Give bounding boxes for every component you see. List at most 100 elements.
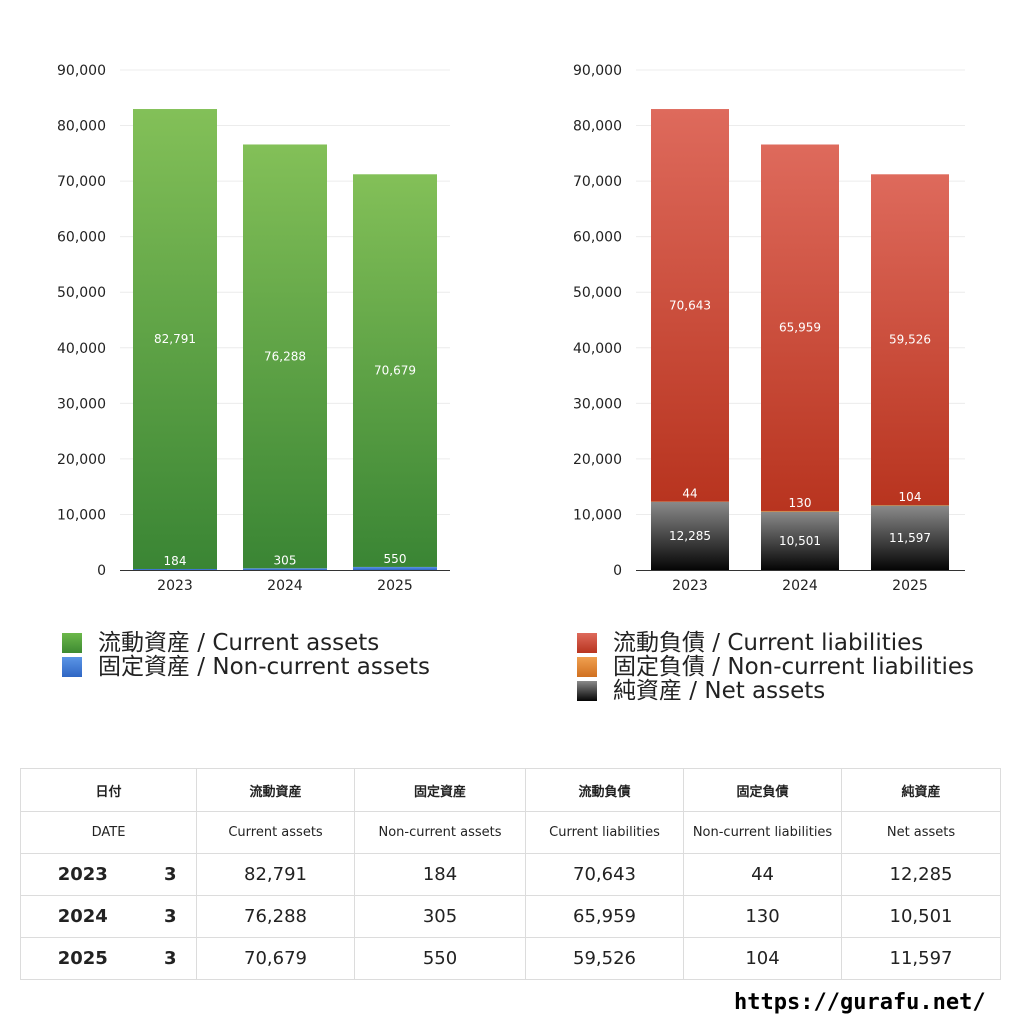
bar-segment — [651, 109, 729, 502]
table-header-cell: DATE — [19, 811, 198, 854]
y-tick-label: 70,000 — [57, 174, 106, 190]
y-tick-label: 40,000 — [573, 341, 622, 357]
legend-assets: 流動資産 / Current assets 固定資産 / Non-current… — [62, 631, 430, 679]
x-tick-label: 2023 — [157, 578, 193, 594]
table-cell-month: 3 — [144, 895, 198, 938]
data-label: 130 — [789, 496, 812, 510]
legend-item-current-assets: 流動資産 / Current assets — [62, 631, 430, 655]
table-cell: 76,288 — [196, 895, 356, 938]
table-cell-year: 2023 — [20, 853, 145, 896]
table-header-cell: Non-current liabilities — [683, 811, 843, 854]
y-tick-label: 40,000 — [57, 341, 106, 357]
site-url[interactable]: https://gurafu.net/ — [734, 990, 986, 1015]
table-cell: 130 — [683, 895, 843, 938]
data-label: 65,959 — [779, 321, 821, 335]
x-tick-label: 2025 — [892, 578, 928, 594]
y-tick-label: 0 — [613, 563, 622, 579]
legend-item-non-current-liabilities: 固定負債 / Non-current liabilities — [577, 655, 974, 679]
legend-liabilities: 流動負債 / Current liabilities 固定負債 / Non-cu… — [577, 631, 974, 703]
table-cell: 11,597 — [841, 937, 1002, 980]
y-tick-label: 30,000 — [573, 396, 622, 412]
data-label: 70,679 — [374, 364, 416, 378]
legend-item-current-liabilities: 流動負債 / Current liabilities — [577, 631, 974, 655]
table-header-cell: Net assets — [841, 811, 1002, 854]
table-cell: 12,285 — [841, 853, 1002, 896]
bar-segment — [871, 505, 949, 570]
bar-segment — [353, 566, 437, 570]
legend-label: 純資産 / Net assets — [613, 678, 826, 704]
x-tick-label: 2023 — [672, 578, 708, 594]
legend-swatch-non-current-assets — [62, 657, 82, 677]
data-label: 104 — [899, 490, 922, 504]
data-label: 11,597 — [889, 531, 931, 545]
table-row: 2025 3 70,679 550 59,526 104 11,597 — [20, 937, 1002, 980]
y-tick-label: 80,000 — [573, 119, 622, 135]
charts-canvas: 0 10,000 20,000 30,000 40,000 50,000 60,000 70,… — [57, 63, 965, 594]
table-cell: 550 — [354, 937, 527, 980]
data-label: 184 — [164, 554, 187, 568]
bar-segment — [651, 501, 729, 570]
data-label: 44 — [682, 487, 697, 501]
bar-segment — [133, 568, 217, 570]
table-cell: 65,959 — [525, 895, 685, 938]
table-cell-year: 2025 — [20, 937, 145, 980]
data-label: 550 — [384, 552, 407, 566]
table-header-jp: 日付 流動資産 固定資産 流動負債 固定負債 純資産 — [19, 768, 1002, 812]
bar-segment — [353, 174, 437, 567]
table-header-cell: Current assets — [196, 811, 356, 854]
y-tick-label: 90,000 — [573, 63, 622, 79]
x-tick-label: 2024 — [782, 578, 818, 594]
y-tick-label: 0 — [97, 563, 106, 579]
table-cell: 44 — [683, 853, 843, 896]
legend-swatch-net-assets — [577, 681, 597, 701]
x-tick-label: 2024 — [267, 578, 303, 594]
y-tick-label: 80,000 — [57, 119, 106, 135]
table-header-cell: 固定負債 — [683, 768, 843, 812]
table-cell: 70,679 — [196, 937, 356, 980]
table-header-cell: 日付 — [19, 768, 198, 812]
table-cell: 59,526 — [525, 937, 685, 980]
data-label: 82,791 — [154, 332, 196, 346]
legend-swatch-current-liabilities — [577, 633, 597, 653]
data-label: 59,526 — [889, 333, 931, 347]
data-label: 76,288 — [264, 349, 306, 363]
data-label: 70,643 — [669, 298, 711, 312]
bar-segment — [133, 109, 217, 569]
y-tick-label: 30,000 — [57, 396, 106, 412]
table-header-cell: 純資産 — [841, 768, 1002, 812]
legend-label: 流動資産 / Current assets — [98, 630, 380, 656]
table-row: 2024 3 76,288 305 65,959 130 10,501 — [20, 895, 1002, 938]
data-label: 305 — [274, 553, 297, 567]
data-label: 12,285 — [669, 529, 711, 543]
legend-label: 固定資産 / Non-current assets — [98, 654, 431, 680]
y-tick-label: 50,000 — [57, 285, 106, 301]
x-tick-label: 2025 — [377, 578, 413, 594]
bar-segment — [871, 174, 949, 505]
y-tick-label: 50,000 — [573, 285, 622, 301]
bar-segment — [761, 144, 839, 511]
y-tick-label: 70,000 — [573, 174, 622, 190]
y-tick-label: 20,000 — [573, 452, 622, 468]
data-label: 10,501 — [779, 534, 821, 548]
table-cell-month: 3 — [144, 937, 198, 980]
y-tick-label: 10,000 — [573, 507, 622, 523]
table-cell-month: 3 — [144, 853, 198, 896]
legend-item-non-current-assets: 固定資産 / Non-current assets — [62, 655, 430, 679]
y-tick-label: 20,000 — [57, 452, 106, 468]
table-row: 2023 3 82,791 184 70,643 44 12,285 — [20, 853, 1002, 896]
table-header-cell: 流動負債 — [525, 768, 685, 812]
liabilities-chart: 0 10,000 20,000 30,000 40,000 50,000 60,000 70,… — [573, 63, 965, 594]
balance-sheet-table: 日付 流動資産 固定資産 流動負債 固定負債 純資産 DATE Current … — [19, 768, 1002, 980]
legend-swatch-current-assets — [62, 633, 82, 653]
table-cell: 104 — [683, 937, 843, 980]
table-cell: 184 — [354, 853, 527, 896]
legend-label: 固定負債 / Non-current liabilities — [613, 654, 974, 680]
table-cell: 70,643 — [525, 853, 685, 896]
table-header-cell: 流動資産 — [196, 768, 356, 812]
assets-chart: 0 10,000 20,000 30,000 40,000 50,000 60,000 70,… — [57, 63, 450, 594]
table-header-en: DATE Current assets Non-current assets C… — [19, 811, 1002, 854]
bar-segment — [761, 511, 839, 570]
bar-segment — [243, 568, 327, 570]
y-tick-label: 60,000 — [573, 230, 622, 246]
table-header-cell: Non-current assets — [354, 811, 527, 854]
